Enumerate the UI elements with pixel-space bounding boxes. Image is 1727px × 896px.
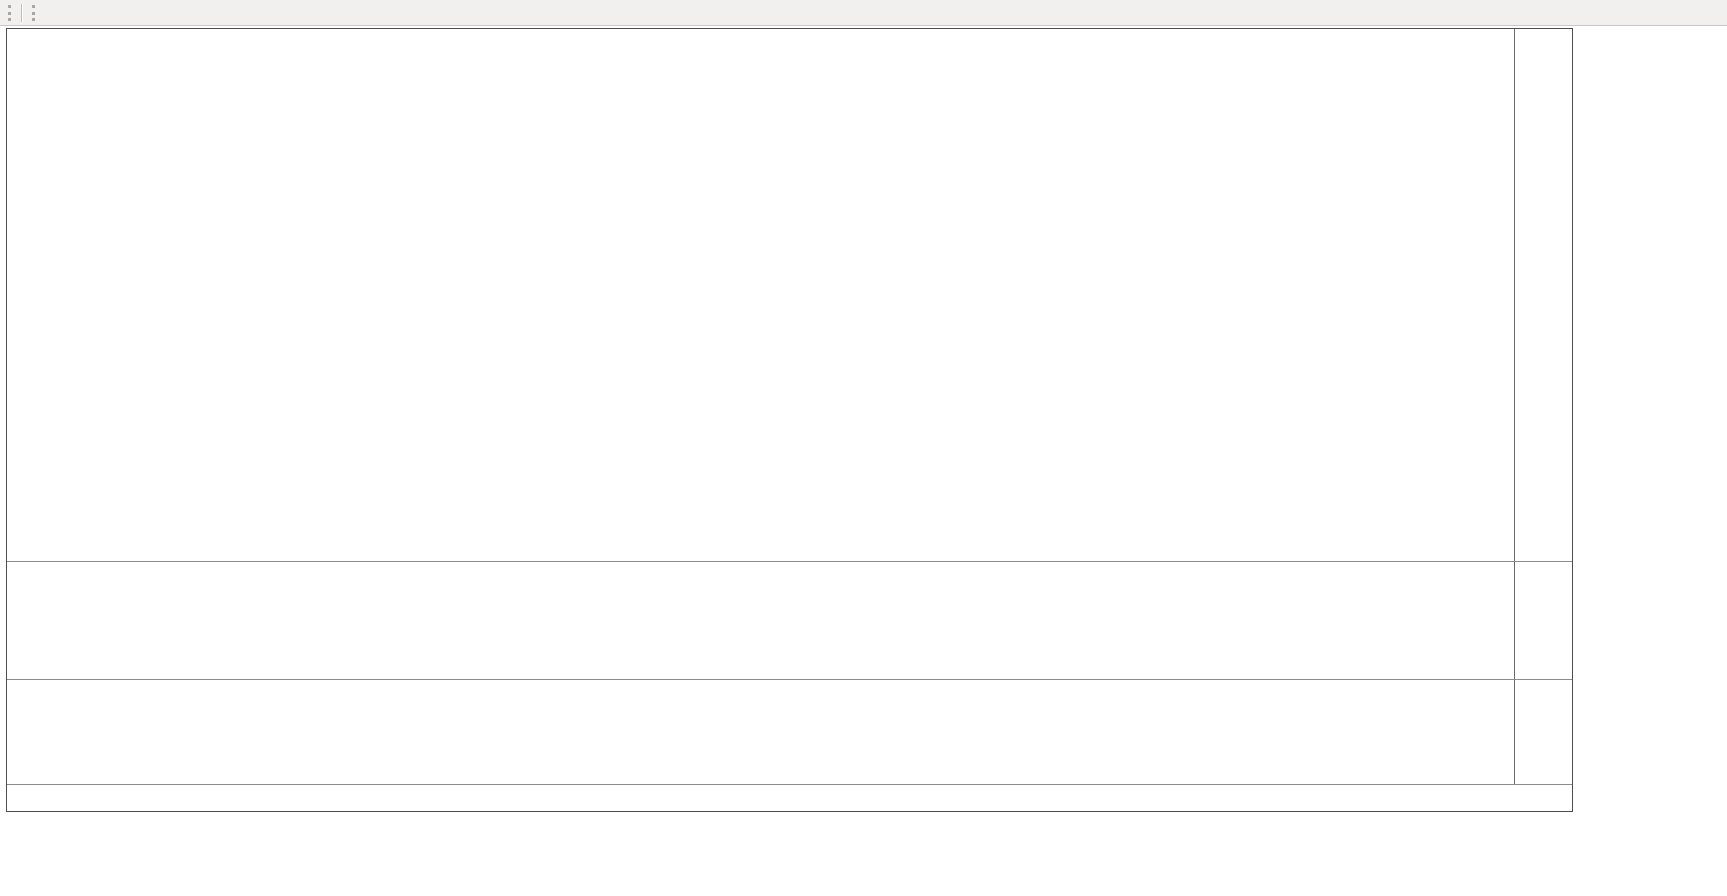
price-scale[interactable] — [1514, 29, 1572, 561]
rsi-plot[interactable] — [7, 680, 1514, 784]
toolbar-grip[interactable] — [8, 4, 11, 21]
chart-window — [6, 28, 1573, 812]
main-chart-area[interactable] — [7, 29, 1514, 561]
rsi-header — [12, 682, 19, 695]
time-axis-divider — [7, 784, 1572, 785]
panel-resize-handle-macd[interactable] — [7, 561, 1572, 562]
macd-header — [12, 564, 26, 577]
main-chart-plot[interactable] — [7, 29, 1514, 561]
toolbar-separator — [21, 3, 22, 22]
macd-scale — [1514, 562, 1572, 679]
macd-panel[interactable] — [7, 562, 1514, 679]
macd-plot[interactable] — [7, 562, 1514, 679]
toolbar-grip-2[interactable] — [32, 4, 35, 21]
main-toolbar — [0, 0, 1727, 26]
panel-resize-handle-rsi[interactable] — [7, 679, 1572, 680]
rsi-scale — [1514, 680, 1572, 784]
time-axis[interactable] — [7, 785, 1572, 811]
rsi-panel[interactable] — [7, 680, 1514, 784]
